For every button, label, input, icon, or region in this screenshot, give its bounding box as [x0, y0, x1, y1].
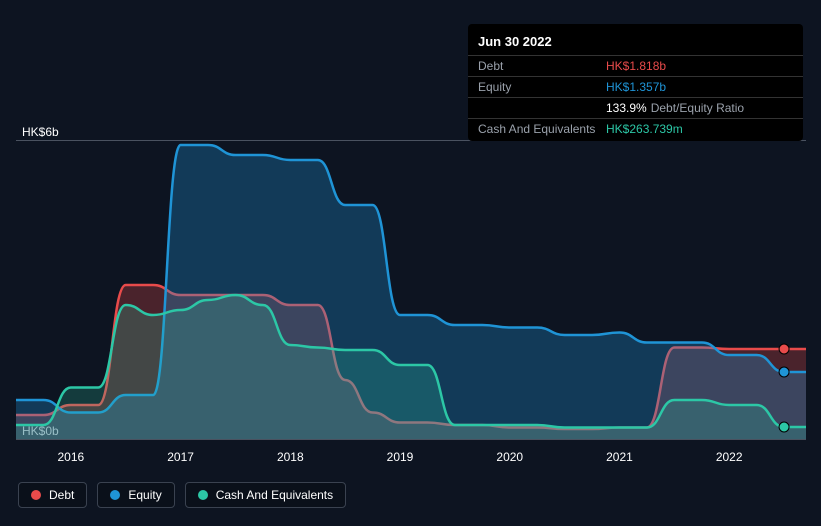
- legend: Debt Equity Cash And Equivalents: [18, 482, 346, 508]
- tooltip-date: Jun 30 2022: [468, 30, 803, 55]
- legend-item-debt[interactable]: Debt: [18, 482, 87, 508]
- x-axis-label: 2019: [387, 450, 414, 464]
- tooltip-row-label: [478, 101, 606, 115]
- legend-label: Equity: [128, 488, 161, 502]
- tooltip-row-value: HK$1.818b: [606, 59, 666, 73]
- legend-dot-icon: [110, 490, 120, 500]
- tooltip-row: EquityHK$1.357b: [468, 76, 803, 97]
- tooltip-row-value: HK$263.739m: [606, 122, 683, 136]
- tooltip-row-value: 133.9%Debt/Equity Ratio: [606, 101, 744, 115]
- tooltip-row: DebtHK$1.818b: [468, 55, 803, 76]
- tooltip-row-label: Debt: [478, 59, 606, 73]
- tooltip-row-label: Cash And Equivalents: [478, 122, 606, 136]
- tooltip-row-suffix: Debt/Equity Ratio: [651, 101, 744, 115]
- x-axis-label: 2020: [496, 450, 523, 464]
- series-marker: [779, 344, 789, 354]
- legend-dot-icon: [198, 490, 208, 500]
- x-axis-label: 2016: [58, 450, 85, 464]
- legend-item-equity[interactable]: Equity: [97, 482, 174, 508]
- legend-dot-icon: [31, 490, 41, 500]
- x-axis-label: 2017: [167, 450, 194, 464]
- chart-canvas: [16, 140, 806, 440]
- x-axis-label: 2018: [277, 450, 304, 464]
- tooltip-row-value: HK$1.357b: [606, 80, 666, 94]
- tooltip-row-label: Equity: [478, 80, 606, 94]
- x-axis-label: 2021: [606, 450, 633, 464]
- tooltip-row: Cash And EquivalentsHK$263.739m: [468, 118, 803, 139]
- tooltip: Jun 30 2022 DebtHK$1.818bEquityHK$1.357b…: [468, 24, 803, 141]
- legend-label: Debt: [49, 488, 74, 502]
- legend-item-cash[interactable]: Cash And Equivalents: [185, 482, 346, 508]
- tooltip-row: 133.9%Debt/Equity Ratio: [468, 97, 803, 118]
- series-marker: [779, 367, 789, 377]
- x-axis-label: 2022: [716, 450, 743, 464]
- series-marker: [779, 422, 789, 432]
- y-axis-max-label: HK$6b: [22, 125, 59, 139]
- legend-label: Cash And Equivalents: [216, 488, 333, 502]
